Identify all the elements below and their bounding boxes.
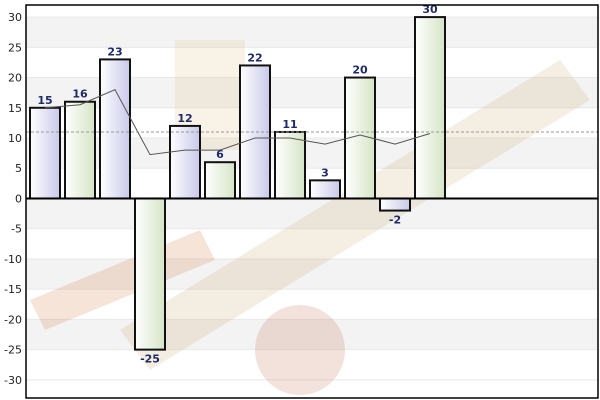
data-label-6: 6	[216, 148, 224, 161]
grid-band	[26, 198, 598, 229]
bar-8	[274, 130, 306, 200]
bar-4	[134, 197, 166, 351]
data-label-9: 3	[321, 166, 329, 179]
grid-band	[26, 319, 598, 350]
data-label-12: 30	[422, 3, 438, 16]
y-tick-label: 25	[8, 41, 22, 54]
data-labels: 15 16 23 -25 12 6 22 11 3 20 -2 30	[37, 3, 438, 366]
bar-5	[169, 124, 201, 200]
bar-6	[204, 161, 236, 200]
y-tick-label: 0	[15, 192, 22, 205]
data-label-11: -2	[389, 214, 401, 227]
y-tick-label: -5	[11, 223, 22, 236]
y-tick-label: 5	[15, 162, 22, 175]
moving-average-line	[44, 89, 431, 156]
y-tick-label: -30	[4, 374, 22, 387]
data-label-10: 20	[352, 64, 368, 77]
data-label-5: 12	[177, 112, 192, 125]
data-label-7: 22	[247, 51, 262, 64]
data-label-8: 11	[282, 118, 297, 131]
data-label-1: 15	[37, 94, 52, 107]
bar-7	[239, 64, 271, 200]
data-label-2: 16	[72, 88, 88, 101]
data-label-4: -25	[140, 353, 160, 366]
y-axis-ticks: 30 25 20 15 10 5 0 -5 -10 -15 -20 -25 -30	[4, 11, 22, 387]
bar-11	[379, 197, 411, 212]
bar-12	[414, 16, 446, 200]
y-tick-label: 15	[8, 102, 22, 115]
y-tick-label: -15	[4, 283, 22, 296]
bar-2	[64, 100, 96, 200]
y-tick-label: -25	[4, 344, 22, 357]
background-watermark	[30, 40, 590, 395]
bar-3	[99, 58, 131, 200]
y-tick-label: 10	[8, 132, 22, 145]
grid-band	[26, 258, 598, 290]
bars	[29, 16, 446, 351]
y-tick-label: 20	[8, 72, 22, 85]
bar-9	[309, 179, 341, 200]
plot-frame	[25, 4, 599, 399]
grid-band	[26, 17, 598, 48]
data-label-3: 23	[107, 45, 122, 58]
bar-1	[29, 106, 61, 200]
y-tick-label: -20	[4, 313, 22, 326]
y-tick-label: -10	[4, 253, 22, 266]
y-tick-label: 30	[8, 11, 22, 24]
